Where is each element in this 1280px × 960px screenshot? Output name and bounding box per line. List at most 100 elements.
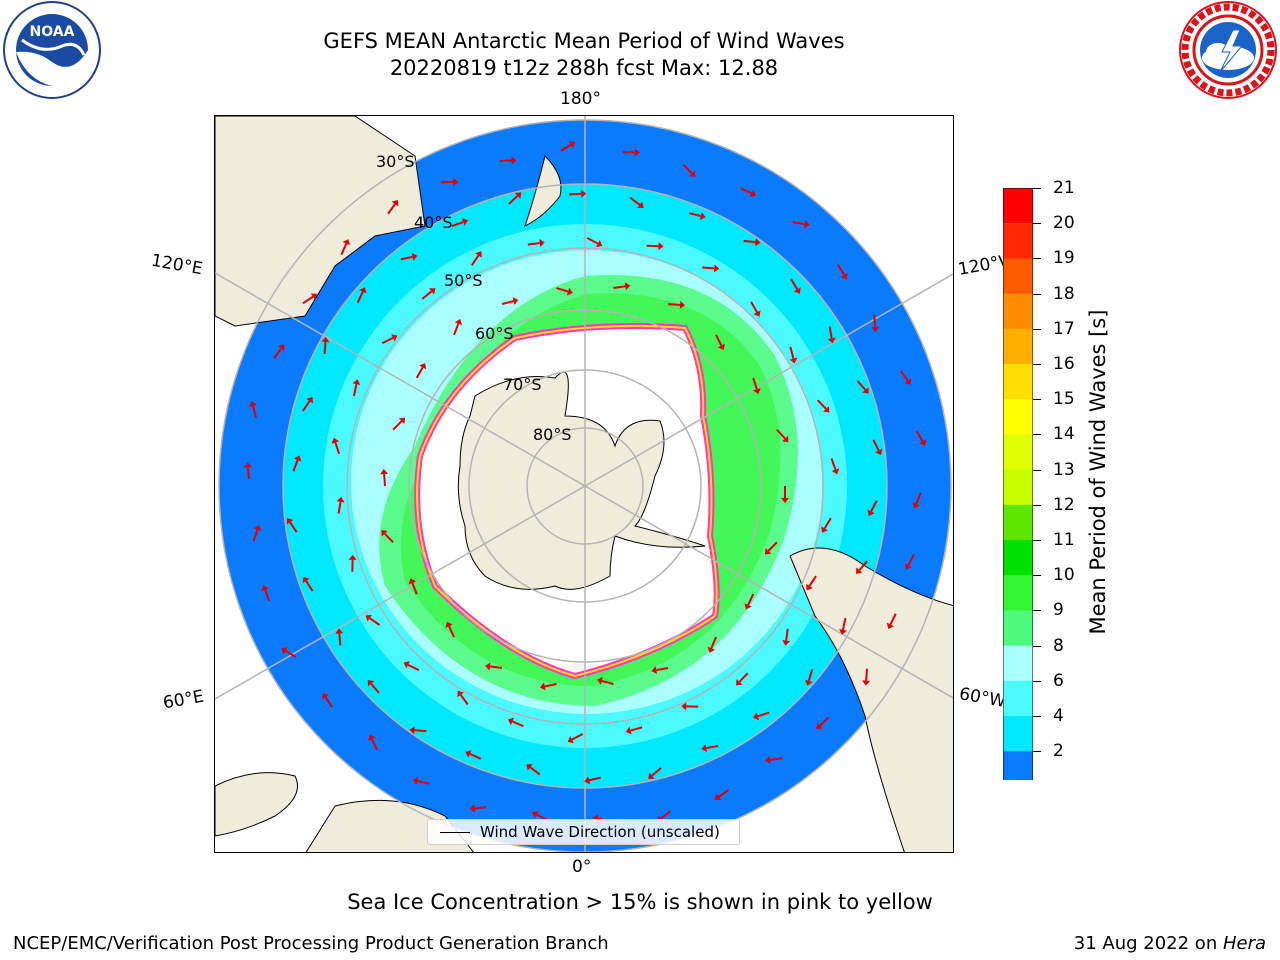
wind-wave-arrow: [469, 753, 482, 760]
madagascar-land: [215, 772, 298, 837]
wind-wave-arrowhead: [782, 640, 791, 646]
wind-wave-arrowhead: [862, 387, 869, 394]
wind-wave-arrow: [529, 766, 541, 776]
colorbar-box-top: [1003, 188, 1033, 224]
wind-wave-arrow: [837, 264, 846, 276]
wind-wave-arrowhead: [261, 585, 269, 592]
colorbar-tick-label: 17: [1053, 318, 1075, 339]
wind-wave-arrowhead: [904, 378, 912, 385]
wind-wave-arrow: [370, 683, 380, 694]
wind-wave-arrowhead: [789, 357, 798, 364]
wind-wave-arrow: [668, 303, 681, 306]
wind-wave-arrowhead: [243, 462, 252, 468]
wind-wave-arrow: [369, 617, 381, 626]
wind-wave-arrow: [586, 237, 599, 245]
wind-wave-arrow: [830, 458, 837, 471]
wind-wave-arrow: [688, 212, 702, 217]
wind-wave-arrow: [544, 682, 557, 688]
wind-wave-arrowhead: [804, 220, 810, 229]
wind-wave-arrowhead: [831, 468, 840, 475]
wind-wave-arrowhead: [781, 498, 789, 503]
footer-machine: Hera: [1222, 933, 1266, 954]
wind-wave-arrow: [499, 159, 512, 163]
wind-wave-arrow: [601, 679, 614, 685]
colorbar-box: [1003, 540, 1033, 576]
colorbar-tick-label: 4: [1053, 706, 1064, 726]
wind-wave-arrowhead: [539, 682, 546, 691]
wind-wave-arrow: [387, 203, 396, 215]
wind-wave-arrowhead: [624, 282, 631, 291]
wind-wave-arrow: [651, 767, 662, 777]
graticule: [215, 116, 953, 852]
wind-wave-arrowhead: [856, 567, 863, 574]
wind-wave-arrow: [338, 633, 342, 646]
wind-wave-arrowhead: [827, 337, 836, 344]
wind-wave-arrowhead: [532, 810, 539, 818]
wind-wave-arrow: [289, 521, 298, 533]
wind-wave-arrowhead: [539, 239, 545, 247]
wind-wave-arrow: [264, 589, 271, 602]
wind-wave-arrowhead: [753, 310, 761, 317]
wind-wave-arrowhead: [310, 293, 318, 301]
wind-wave-arrow: [915, 430, 924, 442]
wind-wave-arrowhead: [782, 435, 789, 443]
wind-wave-arrow: [459, 694, 469, 706]
lon-label-0: 0°: [572, 857, 592, 877]
wind-wave-arrow: [337, 501, 342, 514]
wind-wave-arrowhead: [793, 287, 801, 294]
lat-label-70s: 70°S: [503, 375, 542, 394]
wind-wave-arrowhead: [429, 288, 436, 295]
wind-wave-arrowhead: [511, 156, 517, 165]
wind-wave-arrowhead: [408, 578, 417, 585]
colorbar-box: [1003, 258, 1033, 295]
wind-wave-arrowhead: [679, 300, 686, 309]
wind-wave-arrow: [807, 669, 814, 682]
chart-title: GEFS MEAN Antarctic Mean Period of Wind …: [323, 29, 845, 53]
wind-wave-arrow: [508, 195, 519, 205]
wind-wave-arrowhead: [342, 239, 350, 246]
wind-wave-arrow: [743, 239, 756, 244]
wind-wave-arrowhead: [764, 548, 772, 555]
wind-wave-arrowhead: [445, 621, 453, 628]
wind-wave-arrowhead: [469, 804, 475, 813]
wind-wave-arrowhead: [580, 189, 587, 198]
wind-wave-arrow: [656, 666, 669, 672]
wind-wave-arrow: [305, 580, 314, 592]
colorbar-tick-label: 9: [1053, 600, 1064, 621]
wind-wave-arrow: [414, 729, 427, 733]
colorbar-tick-label: 11: [1053, 530, 1075, 550]
wind-wave-arrowhead: [871, 326, 880, 332]
colorbar-box: [1003, 680, 1033, 717]
wind-wave-arrowhead: [336, 496, 345, 503]
chart-subtitle: 20220819 t12z 288h fcst Max: 12.88: [389, 56, 779, 80]
colorbar-box: [1003, 328, 1033, 365]
wind-wave-arrow: [381, 336, 394, 345]
wind-wave-arrowhead: [321, 336, 330, 343]
australia-land: [215, 116, 426, 327]
wind-wave-arrowhead: [368, 734, 376, 741]
wind-wave-arrowhead: [875, 448, 883, 455]
wind-wave-arrow: [660, 810, 671, 820]
colorbar-tick-mark: [1033, 188, 1041, 189]
wind-wave-arrowhead: [862, 680, 871, 686]
sea-ice-note: Sea Ice Concentration > 15% is shown in …: [347, 890, 933, 914]
colorbar-label: Mean Period of Wind Waves [s]: [1086, 309, 1110, 635]
wind-wave-arrow: [501, 300, 514, 306]
lon-label-60e: 60°E: [161, 686, 206, 714]
wind-wave-arrowhead: [409, 726, 415, 735]
wind-wave-arrow: [613, 285, 626, 290]
colorbar-tick-mark: [1033, 610, 1041, 612]
wind-wave-arrowhead: [714, 793, 722, 801]
wind-wave-arrow: [536, 813, 548, 821]
wind-wave-arrowhead: [412, 777, 419, 785]
wind-wave-arrowhead: [821, 526, 829, 533]
noaa-logo: NOAA: [2, 0, 102, 100]
wind-wave-arrowhead: [806, 583, 813, 591]
colorbar-box: [1003, 399, 1033, 435]
map-panel: [214, 115, 954, 853]
colorbar-tick-label: 13: [1053, 459, 1075, 480]
wind-wave-arrowhead: [391, 199, 399, 207]
wind-wave-arrow: [808, 575, 817, 587]
wind-wave-arrow: [252, 529, 259, 542]
wind-wave-arrowhead: [681, 702, 687, 711]
